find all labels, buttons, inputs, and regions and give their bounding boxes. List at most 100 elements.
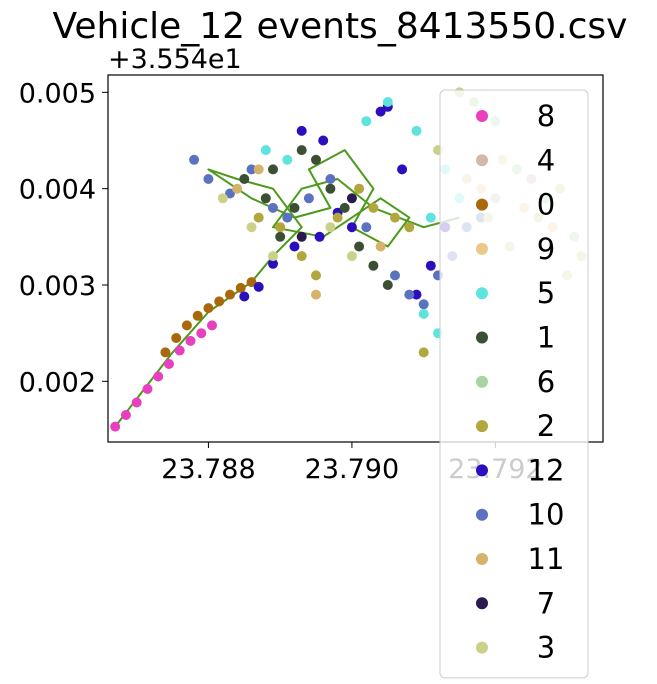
point-series-2 [332,212,343,223]
point-series-11 [375,241,386,252]
legend-item: 4 [476,143,555,177]
point-series-5 [425,212,436,223]
point-series-1 [260,193,271,204]
y-offset-label: +3.554e1 [108,44,242,75]
legend-label: 2 [537,409,555,443]
point-series-2 [275,222,286,233]
y-tick-label: 0.003 [19,271,96,302]
chart-title: Vehicle_12 events_8413550.csv [53,6,628,47]
point-series-0 [225,289,235,300]
point-series-3 [268,251,278,262]
legend-marker [476,597,488,610]
point-series-1 [289,202,300,213]
point-series-10 [246,164,257,175]
point-series-10 [189,154,200,165]
series-1 [239,145,393,290]
series-11 [232,164,386,300]
legend-label: 12 [528,453,565,487]
point-series-10 [361,222,372,233]
legend-item: 10 [476,498,564,532]
legend-item: 9 [476,232,555,266]
legend-label: 5 [537,276,555,310]
point-series-10 [390,270,400,281]
point-series-8 [131,397,142,408]
point-series-3 [217,193,228,204]
point-series-3 [325,222,336,233]
point-series-1 [325,183,336,194]
x-tick-label: 23.788 [161,454,255,485]
point-series-1 [311,154,321,165]
series-0 [160,277,257,358]
legend-marker [476,154,488,167]
legend-box [439,89,589,679]
point-series-12 [425,260,436,271]
point-series-1 [339,202,350,213]
point-series-3 [346,251,357,262]
legend-item: 2 [476,409,555,443]
legend: 8 4 0 9 5 1 6 2 12 10 11 7 3 [439,89,589,679]
legend-label: 7 [537,586,555,620]
point-series-2 [390,212,400,223]
point-series-12 [375,106,386,117]
point-series-10 [203,174,214,184]
point-series-0 [203,303,214,314]
point-series-8 [142,384,153,394]
y-tick-label: 0.002 [19,367,96,398]
point-series-10 [268,202,278,213]
y-tick-label: 0.005 [19,78,96,109]
point-series-8 [153,371,164,382]
legend-marker [476,242,488,255]
point-series-5 [418,308,429,319]
point-series-2 [253,212,264,223]
point-series-10 [282,212,293,223]
series-7 [296,193,357,242]
point-series-12 [268,258,278,269]
point-series-2 [311,270,321,281]
legend-label: 11 [528,542,565,576]
legend-label: 3 [537,631,555,665]
legend-item: 7 [476,586,555,620]
legend-label: 0 [537,188,555,222]
legend-marker [476,641,488,654]
point-series-12 [253,281,264,292]
point-series-10 [303,193,314,204]
point-series-2 [354,183,365,194]
trajectory-line [114,149,460,428]
point-series-5 [282,154,293,165]
series-8 [110,320,217,432]
point-series-8 [174,345,185,356]
point-series-8 [110,421,121,432]
point-series-1 [239,174,250,184]
point-series-8 [120,410,131,420]
legend-item: 0 [476,188,555,222]
point-series-10 [404,289,415,300]
point-series-10 [325,174,336,184]
point-series-2 [368,202,379,213]
point-series-12 [296,125,307,136]
point-series-0 [160,347,171,358]
point-series-1 [368,260,379,271]
point-series-8 [185,335,196,346]
point-series-0 [171,333,182,343]
point-series-12 [314,231,325,242]
point-series-11 [232,183,243,194]
x-tick-label: 23.790 [305,454,399,485]
point-series-5 [382,97,393,107]
point-series-1 [354,241,365,252]
y-axis: 0.002 0.003 0.004 0.005 [19,78,108,398]
point-series-5 [260,145,271,156]
point-series-8 [207,320,217,331]
point-series-0 [181,320,192,331]
point-series-0 [235,282,246,293]
point-series-0 [214,296,225,307]
legend-marker [476,464,488,477]
point-series-7 [296,231,307,242]
legend-marker [476,287,488,300]
legend-marker [476,110,488,122]
legend-label: 4 [537,143,555,177]
legend-item: 12 [476,453,564,487]
point-series-0 [246,277,257,288]
point-series-10 [225,188,235,199]
point-series-8 [164,359,174,369]
point-series-7 [346,193,357,204]
